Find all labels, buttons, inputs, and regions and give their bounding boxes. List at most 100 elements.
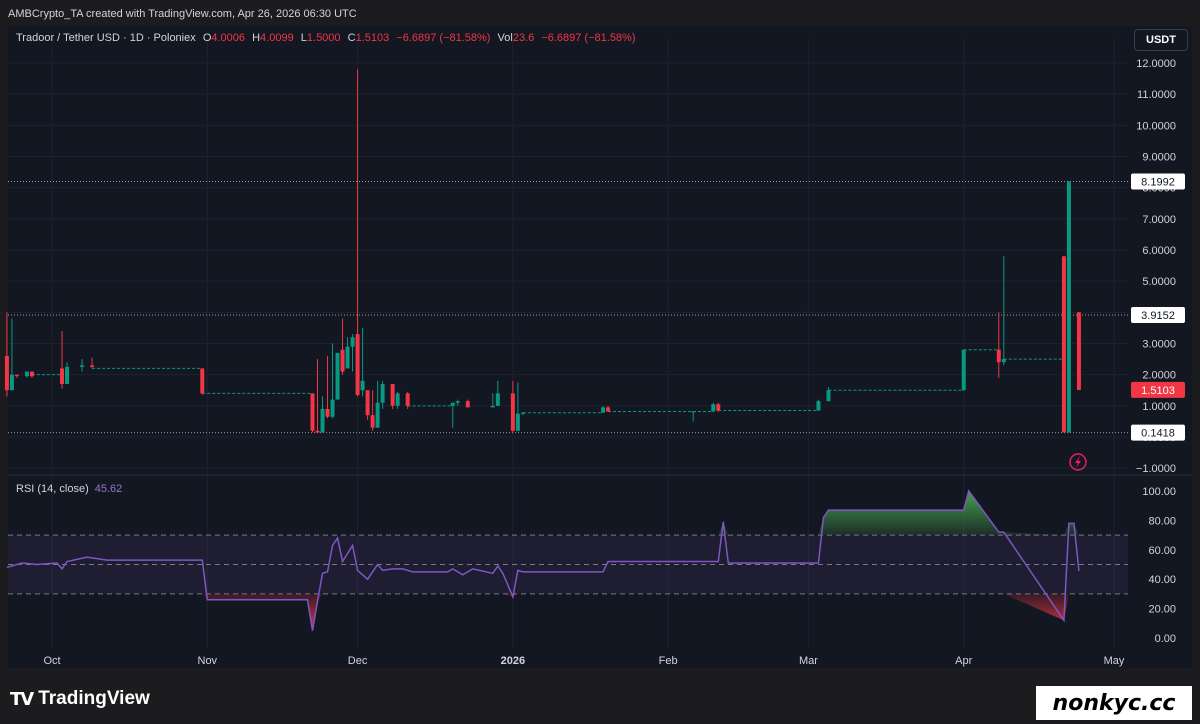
candle-body [9,374,14,391]
candle-body [24,371,29,377]
candle-body [1001,359,1006,363]
candle-body [455,401,460,403]
candle-body [375,402,380,428]
price-label-text: 3.9152 [1141,310,1175,322]
candle-body [90,365,95,367]
price-label-text: 1.5103 [1141,385,1175,397]
volume-label: Vol [497,32,513,44]
candle-body [200,368,205,394]
price-axis-label: 2.0000 [1142,370,1176,382]
tradingview-wordmark: TradingView [38,688,150,709]
chart-panel[interactable] [8,26,1192,668]
candle-body [510,393,515,431]
credit-text: AMBCrypto_TA created with TradingView.co… [8,8,357,20]
rsi-axis-label: 60.00 [1148,545,1176,557]
rsi-axis-label: 0.00 [1155,633,1176,645]
rsi-title[interactable]: RSI (14, close) [16,483,89,495]
tradingview-logo[interactable]: TV TradingView [10,688,150,710]
candle-body [80,365,85,367]
volume-value: 23.6 [512,32,535,44]
candle-body [4,355,9,391]
time-axis-label: Feb [659,655,678,667]
currency-button[interactable]: USDT [1134,29,1188,51]
rsi-value: 45.62 [94,483,123,495]
candle-body [405,393,410,406]
price-axis-label: 7.0000 [1142,214,1176,226]
candle-body [380,384,385,403]
candle-body [355,334,360,395]
rsi-axis-label: 80.00 [1148,515,1176,527]
candle-body [961,349,966,391]
high-label: H [252,32,261,44]
symbol-legend: Tradoor / Tether USD · 1D · Poloniex O 4.… [16,32,636,44]
time-axis-label: 2026 [501,655,525,667]
candle-body [816,401,821,411]
price-label-box [1131,173,1185,190]
candle-body [325,408,330,417]
candle-body [395,393,400,406]
candle-body [29,371,34,377]
candle-body [1061,256,1066,433]
candle-body [65,366,70,385]
candle-body [320,408,325,433]
price-label-text: 8.1992 [1141,176,1175,188]
time-axis-label: May [1104,655,1125,667]
price-label-box [1131,424,1185,441]
price-axis-label: 6.0000 [1142,245,1176,257]
price-label: 0.1418 [1131,424,1185,441]
candle-body [14,374,19,377]
top-bar: AMBCrypto_TA created with TradingView.co… [0,0,1200,26]
low-label: L [300,32,307,44]
volume-change-value: −6.6897 (−81.58%) [541,32,636,44]
candle-body [996,349,1001,363]
high-value: 4.0099 [260,32,294,44]
candle-body [601,407,606,413]
candle-body [340,349,345,372]
candle-body [370,415,375,428]
rsi-overbought-fill [718,491,1079,536]
candle-body [310,393,315,431]
price-axis-label: 1.0000 [1142,401,1176,413]
candle-body [520,412,525,414]
low-value: 1.5000 [306,32,341,44]
candle-body [490,405,495,408]
price-label: 3.9152 [1131,306,1185,323]
candle-body [1076,312,1081,390]
candle-body [345,346,350,369]
candle-body [315,430,320,433]
time-axis-label: Apr [955,655,972,667]
price-axis-label: 9.0000 [1142,152,1176,164]
candle-body [60,368,65,385]
price-label-box [1131,381,1185,398]
candle-body [390,384,395,406]
change-value: −6.6897 (−81.58%) [396,32,491,44]
close-label: C [347,32,356,44]
rsi-legend: RSI (14, close) 45.62 [16,483,122,495]
price-label: 8.1992 [1131,173,1185,190]
price-axis-label: −1.0000 [1136,463,1176,475]
lightning-bolt-icon [1075,456,1081,468]
candle-body [515,413,520,431]
time-axis-label: Dec [348,655,368,667]
rsi-axis-label: 100.00 [1142,486,1176,498]
rsi-oversold-fill [202,593,1069,631]
candle-body [465,401,470,408]
candle-body [826,390,831,402]
candle-body [365,390,370,416]
candle-body [495,393,500,406]
candle-body [1066,181,1071,433]
lightning-icon [1069,453,1087,471]
price-label-box [1131,306,1185,323]
symbol-name[interactable]: Tradoor / Tether USD · 1D · Poloniex [16,32,196,44]
open-label: O [202,32,212,44]
price-label: 1.5103 [1131,381,1185,398]
price-label-text: 0.1418 [1141,428,1175,440]
time-axis-label: Nov [198,655,218,667]
price-axis-label: 5.0000 [1142,276,1176,288]
rsi-axis-label: 20.00 [1148,604,1176,616]
candle-body [335,352,340,400]
candle-body [450,402,455,406]
rsi-line [6,489,1080,631]
price-axis-label: 11.0000 [1137,89,1176,101]
